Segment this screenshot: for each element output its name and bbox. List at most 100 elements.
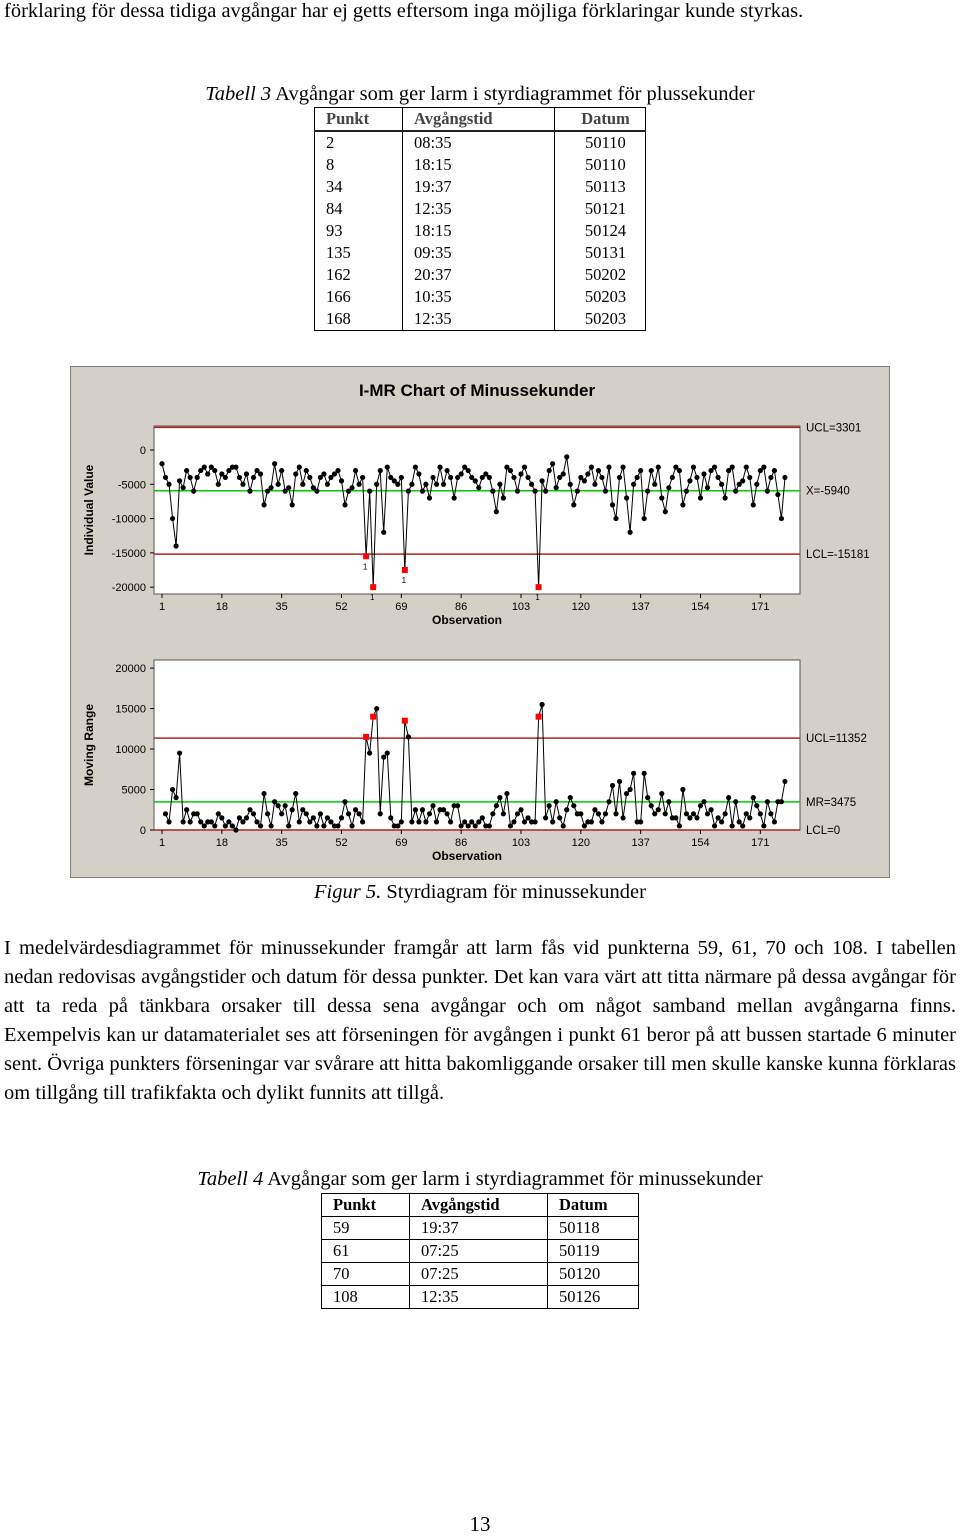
data-point	[275, 481, 281, 487]
table-cell: 50110	[554, 131, 646, 154]
data-point	[690, 464, 697, 470]
data-point	[616, 474, 623, 481]
data-point	[250, 474, 257, 481]
data-point	[490, 488, 496, 494]
data-point	[159, 461, 165, 467]
data-point	[585, 471, 591, 477]
mr-data-point	[215, 811, 221, 817]
data-point	[764, 488, 770, 494]
data-point	[479, 474, 485, 481]
data-point	[208, 464, 214, 470]
data-point	[602, 488, 609, 494]
mr-data-point	[578, 811, 584, 817]
data-point	[409, 481, 415, 487]
mr-data-point	[405, 734, 411, 740]
mr-data-point	[384, 750, 390, 756]
x-tick-label: 52	[335, 837, 347, 849]
table-cell: 07:25	[409, 1239, 548, 1263]
data-point	[356, 481, 362, 487]
mr-data-point	[254, 819, 260, 825]
mr-alarm-point	[363, 733, 370, 740]
data-point	[215, 481, 221, 487]
mr-data-point	[469, 819, 475, 825]
table-cell: 70	[321, 1262, 410, 1286]
x-tick-label: 1	[159, 601, 165, 613]
data-point	[257, 471, 264, 477]
mr-plot-area	[153, 659, 801, 831]
table-row: 162 20:37 50202	[314, 264, 646, 286]
mr-data-point	[511, 819, 517, 825]
x-tick-label: 137	[631, 601, 649, 613]
data-point	[680, 502, 686, 508]
data-point	[451, 495, 457, 501]
x-tick-label: 52	[335, 601, 347, 613]
mr-data-point	[595, 811, 602, 817]
mr-data-point	[338, 815, 345, 821]
table-cell: 50118	[547, 1216, 639, 1240]
mr-data-point	[184, 807, 190, 813]
table-cell: 10:35	[402, 286, 555, 308]
data-point	[676, 467, 682, 474]
table-cell: 50203	[554, 308, 646, 331]
mr-data-point	[543, 815, 549, 821]
mr-alarm-point	[535, 713, 542, 720]
data-point	[571, 502, 577, 508]
data-point	[198, 467, 204, 474]
x-tick-label: 103	[512, 837, 530, 849]
x-tick-label: 1	[159, 837, 165, 849]
ucl-label: UCL=3301	[806, 422, 861, 434]
mr-data-point	[229, 823, 235, 829]
data-point	[711, 464, 718, 470]
mr-data-point	[458, 823, 464, 829]
data-point	[613, 515, 619, 522]
table-cell: 50203	[554, 286, 646, 308]
data-point	[462, 464, 468, 470]
mr-data-point	[687, 815, 693, 821]
data-point	[328, 474, 334, 481]
data-point	[564, 454, 570, 460]
mr-data-point	[518, 807, 524, 813]
mr-data-point	[553, 799, 559, 805]
mr-data-point	[324, 815, 331, 821]
data-point	[423, 481, 429, 487]
table-cell: 108	[321, 1285, 410, 1309]
mr-data-point	[733, 799, 739, 805]
data-point	[543, 488, 549, 494]
mr-data-point	[726, 795, 732, 801]
mr-data-point	[479, 815, 485, 821]
mr-data-point	[616, 778, 623, 785]
mr-data-point	[747, 815, 753, 821]
data-point	[433, 481, 440, 487]
mr-data-point	[754, 803, 760, 809]
mr-data-point	[662, 811, 668, 817]
mr-data-point	[448, 819, 454, 825]
mr-data-point	[539, 701, 545, 708]
mr-data-point	[690, 811, 697, 817]
table-cell: 19:37	[402, 176, 555, 198]
data-point	[645, 488, 651, 494]
data-point	[416, 471, 422, 477]
x-tick-label: 171	[751, 601, 769, 613]
data-point	[648, 467, 654, 474]
mr-data-point	[514, 811, 521, 817]
data-point	[592, 481, 598, 487]
mr-data-point	[398, 819, 404, 825]
mr-data-point	[423, 819, 429, 825]
data-point	[743, 464, 749, 470]
mr-data-point	[704, 811, 711, 817]
data-point	[279, 467, 285, 474]
x-axis-label-mr: Observation	[432, 849, 502, 863]
mr-data-point	[303, 811, 309, 817]
figure-caption-label: Figur 5.	[314, 881, 382, 903]
table-cell: 50110	[554, 154, 646, 176]
data-point	[307, 474, 313, 481]
mr-data-point	[764, 799, 770, 805]
mr-data-point	[409, 819, 415, 825]
data-point	[500, 495, 506, 501]
data-point	[557, 474, 563, 481]
mr-data-point	[571, 803, 577, 809]
mr-alarm-point	[401, 717, 408, 724]
intro-paragraph: förklaring för dessa tidiga avgångar har…	[4, 0, 804, 22]
data-point	[173, 543, 179, 549]
mr-data-point	[768, 811, 774, 817]
